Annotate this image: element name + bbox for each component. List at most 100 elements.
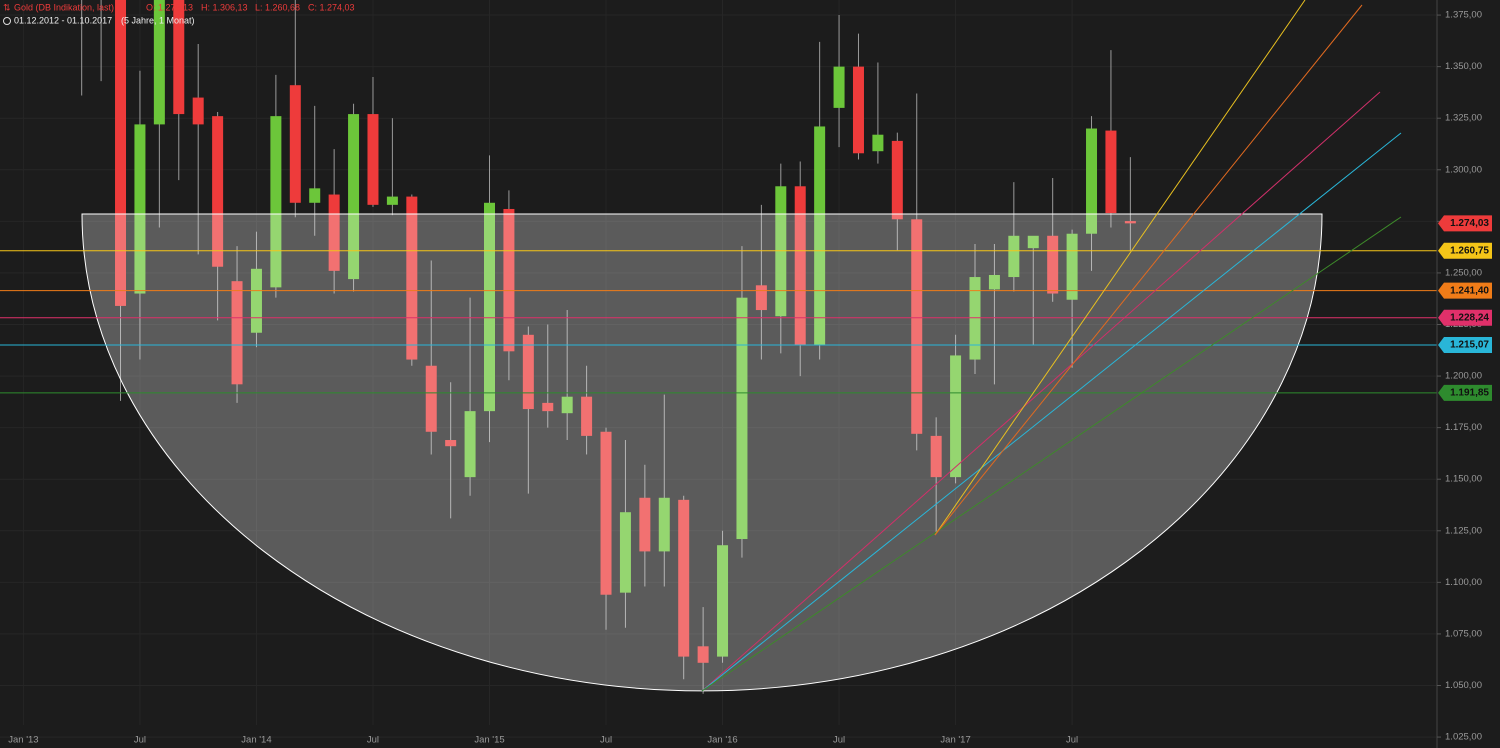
candle-body — [1086, 128, 1098, 234]
candle-body — [581, 396, 593, 436]
candle-body — [833, 66, 845, 108]
candle-body — [736, 297, 748, 540]
y-tick-label: 1.125,00 — [1445, 525, 1482, 536]
y-axis: 1.025,00 1.050,00 1.075,00 1.100,00 1.125,00… — [8, 10, 1482, 746]
candle-body — [1047, 235, 1059, 294]
x-tick-label: Jul — [600, 735, 612, 746]
y-tick-label: 1.175,00 — [1445, 422, 1482, 433]
x-tick-label: Jan '14 — [241, 735, 271, 746]
candle-body — [289, 85, 301, 203]
candle-body — [212, 116, 224, 267]
candle-body — [1008, 235, 1020, 278]
candle-body — [522, 334, 534, 410]
candle-body — [911, 219, 923, 434]
candle-body — [755, 285, 767, 311]
candle-body — [930, 435, 942, 478]
y-tick-label: 1.050,00 — [1445, 680, 1482, 691]
candle-body — [425, 365, 437, 432]
candle-body — [561, 396, 573, 414]
x-tick-label: Jan '15 — [474, 735, 504, 746]
levels — [0, 250, 1437, 394]
period: (5 Jahre, 1 Monat) — [121, 15, 195, 25]
fan-line — [934, 4, 1363, 536]
candle-body — [988, 274, 1000, 290]
price-tag-label: 1.260,75 — [1450, 245, 1489, 256]
candle-body — [484, 202, 495, 412]
candle-body — [542, 402, 554, 412]
candle-body — [794, 186, 806, 346]
candle-body — [1105, 130, 1117, 214]
candle-body — [250, 268, 262, 333]
ohlc-low: L: 1.260,68 — [255, 2, 300, 12]
x-tick-label: Jul — [833, 735, 845, 746]
candle-body — [619, 512, 631, 593]
candle-body — [639, 497, 651, 552]
price-tag — [1438, 282, 1492, 299]
candle-body — [697, 646, 709, 663]
candle-body — [717, 545, 729, 657]
clock-icon — [3, 17, 11, 25]
candle-body — [464, 411, 476, 478]
candle-body — [153, 0, 165, 125]
candle-body — [386, 196, 398, 205]
price-tag-label: 1.241,40 — [1450, 285, 1489, 296]
candle-body — [852, 66, 864, 154]
ohlc-high: H: 1.306,13 — [201, 2, 248, 12]
y-tick-label: 1.250,00 — [1445, 267, 1482, 278]
x-tick-label: Jan '13 — [8, 735, 38, 746]
candle-body — [173, 0, 185, 115]
price-tag-label: 1.228,24 — [1450, 312, 1489, 323]
fan-lines — [701, 0, 1402, 692]
candle-body — [950, 355, 962, 478]
candle-body — [503, 208, 515, 352]
price-tag — [1438, 242, 1492, 259]
candle-body — [891, 140, 903, 220]
date-range: 01.12.2012 - 01.10.2017 — [14, 15, 112, 25]
candle-body — [270, 116, 282, 288]
price-tag — [1438, 215, 1492, 232]
y-tick-label: 1.100,00 — [1445, 577, 1482, 588]
candle-body — [775, 186, 787, 317]
x-tick-label: Jan '16 — [707, 735, 737, 746]
price-tag-label: 1.215,07 — [1450, 340, 1489, 351]
icon: ⇅ — [3, 2, 11, 12]
fan-line — [934, 0, 1306, 536]
price-tag-label: 1.274,03 — [1450, 218, 1489, 229]
x-tick-label: Jul — [134, 735, 146, 746]
x-tick-label: Jul — [1066, 735, 1078, 746]
candle-body — [328, 194, 340, 271]
candle-body — [231, 281, 243, 385]
candle-body — [445, 440, 457, 447]
bowl-pattern — [81, 213, 1323, 692]
candle-body — [406, 196, 418, 360]
fan-line — [701, 91, 1381, 692]
candle-body — [678, 499, 690, 657]
ohlc-open: O: 1.275,13 — [146, 2, 193, 12]
ohlc-close: C: 1.274,03 — [308, 2, 355, 12]
candle-body — [309, 188, 321, 203]
price-tag-label: 1.191,85 — [1450, 388, 1489, 399]
x-tick-label: Jul — [367, 735, 379, 746]
candle-body — [367, 114, 379, 205]
price-tag — [1438, 336, 1492, 353]
candle-body — [1066, 233, 1078, 300]
y-tick-label: 1.375,00 — [1445, 10, 1482, 21]
y-tick-label: 1.300,00 — [1445, 164, 1482, 175]
fan-line — [701, 216, 1402, 692]
y-tick-label: 1.325,00 — [1445, 113, 1482, 124]
candle-body — [872, 134, 884, 152]
candle-body — [134, 124, 146, 294]
price-tags: 1.260,75 1.241,40 1.228,24 1.215,07 1.191,85… — [1438, 215, 1492, 401]
y-tick-label: 1.150,00 — [1445, 474, 1482, 485]
header: ⇅ Gold (DB Indikation, last) O: 1.275,13… — [3, 2, 355, 25]
price-tag — [1438, 384, 1492, 401]
candle-body — [658, 497, 670, 552]
y-tick-label: 1.200,00 — [1445, 371, 1482, 382]
y-tick-label: 1.075,00 — [1445, 628, 1482, 639]
candle-body — [814, 126, 826, 346]
y-tick-label: 1.025,00 — [1445, 732, 1482, 743]
y-tick-label: 1.350,00 — [1445, 61, 1482, 72]
